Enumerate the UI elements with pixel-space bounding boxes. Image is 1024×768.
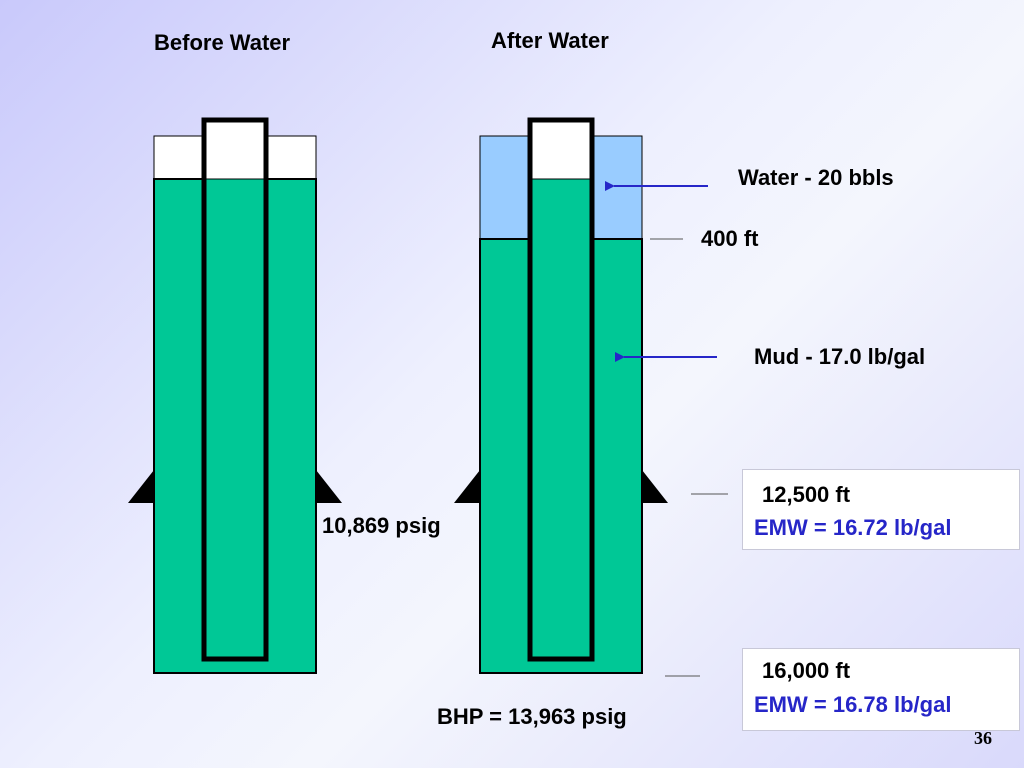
emw-value-12500: EMW = 16.72 lb/gal — [754, 515, 952, 540]
casing-shoe-left-after — [454, 470, 480, 503]
pipe-mud-before — [204, 179, 266, 659]
pipe-wall-before — [201, 117, 269, 662]
emw-value-16000: EMW = 16.78 lb/gal — [754, 692, 952, 717]
emw-depth-12500: 12,500 ft — [762, 482, 851, 507]
casing-shoe-right-before — [316, 470, 342, 503]
depth-400ft-label: 400 ft — [701, 226, 759, 251]
pipe-air-before — [204, 120, 266, 179]
well-after-water — [454, 117, 668, 674]
heading-before-water: Before Water — [154, 30, 291, 55]
casing-shoe-left-before — [128, 470, 154, 503]
slide-number: 36 — [974, 728, 992, 748]
well-before-water — [128, 117, 342, 674]
pipe-mud-after — [530, 179, 592, 659]
emw-depth-16000: 16,000 ft — [762, 658, 851, 683]
shoe-pressure-label: 10,869 psig — [322, 513, 441, 538]
water-volume-label: Water - 20 bbls — [738, 165, 894, 190]
pipe-wall-after — [527, 117, 595, 662]
pipe-air-after — [530, 120, 592, 179]
bhp-label: BHP = 13,963 psig — [437, 704, 627, 729]
emw-box-12500: 12,500 ft EMW = 16.72 lb/gal — [742, 469, 1020, 550]
heading-after-water: After Water — [491, 28, 609, 53]
casing-shoe-right-after — [642, 470, 668, 503]
emw-box-16000: 16,000 ft EMW = 16.78 lb/gal — [742, 648, 1020, 731]
mud-weight-label: Mud - 17.0 lb/gal — [754, 344, 926, 369]
